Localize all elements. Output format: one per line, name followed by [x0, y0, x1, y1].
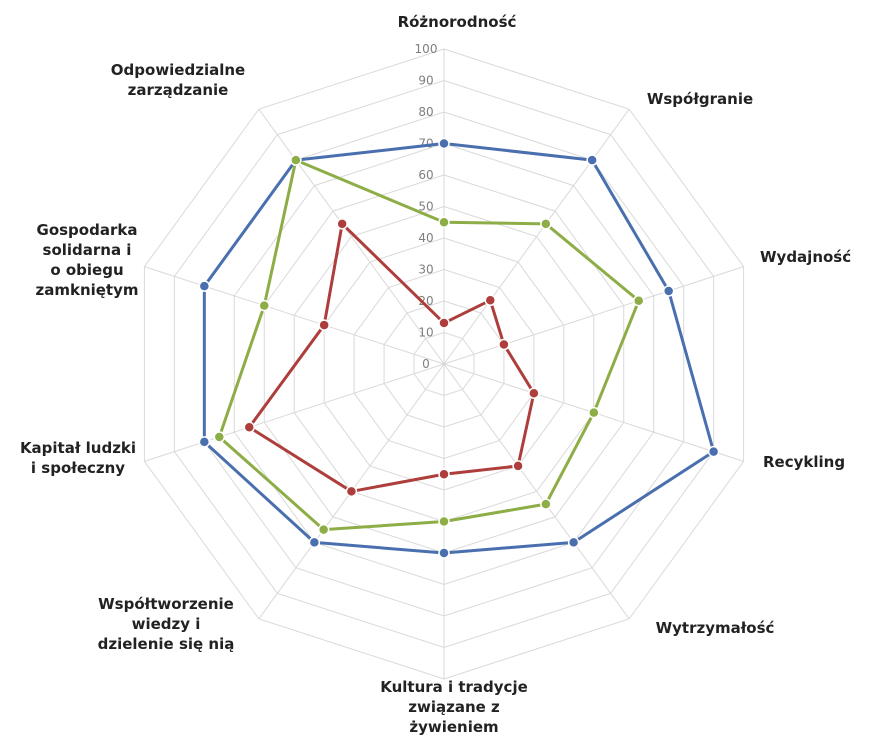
data-point	[345, 485, 358, 498]
category-label: Współtworzenie wiedzy i dzielenie się nią	[98, 595, 235, 653]
category-label: Recykling	[763, 453, 845, 471]
tick-label: 60	[418, 168, 433, 182]
category-label: Kapitał ludzki i społeczny	[20, 439, 136, 477]
category-label: Różnorodność	[398, 13, 517, 31]
tick-label: 80	[418, 105, 433, 119]
tick-label: 100	[415, 42, 438, 56]
tick-label: 50	[418, 200, 433, 214]
category-label: Wytrzymałość	[656, 619, 775, 637]
data-point	[540, 218, 552, 230]
series	[243, 218, 540, 498]
category-label: Wydajność	[760, 248, 851, 266]
data-point	[198, 280, 211, 292]
grid-spoke	[443, 108, 630, 365]
category-labels: Różnorodność Współgranie Wydajność Recyklin…	[20, 13, 851, 736]
data-point	[438, 216, 450, 228]
data-point	[290, 154, 302, 166]
data-point	[213, 431, 226, 443]
tick-label: 90	[418, 74, 433, 88]
grid-spoke	[443, 266, 744, 365]
data-point	[586, 154, 598, 166]
data-point	[317, 523, 330, 536]
data-point	[438, 317, 450, 329]
data-point	[318, 319, 330, 331]
series-line	[217, 158, 641, 532]
grid-spoke	[443, 363, 630, 620]
series-layer	[198, 137, 720, 559]
grid-spoke	[144, 363, 445, 462]
data-point	[438, 515, 450, 528]
data-point	[632, 294, 645, 307]
data-point	[707, 445, 720, 458]
data-point	[198, 436, 211, 448]
data-point	[588, 406, 600, 419]
data-point	[243, 421, 256, 434]
series-line	[247, 222, 536, 493]
data-point	[567, 536, 580, 549]
data-point	[336, 218, 348, 230]
series	[198, 137, 720, 559]
data-point	[512, 460, 524, 472]
grid-spoke	[144, 266, 445, 365]
category-label: Współgranie	[647, 90, 753, 108]
tick-label: 40	[418, 231, 433, 245]
data-point	[258, 299, 271, 312]
tick-label: 0	[422, 357, 430, 371]
data-point	[438, 137, 450, 150]
tick-label: 10	[418, 326, 433, 340]
series	[213, 154, 645, 536]
data-point	[308, 536, 321, 549]
category-label: Kultura i tradycje związane z żywieniem	[380, 678, 528, 736]
category-label: Odpowiedzialne zarządzanie	[111, 61, 245, 99]
data-point	[540, 498, 552, 510]
data-point	[438, 547, 450, 559]
tick-label: 30	[418, 263, 433, 277]
data-point	[528, 387, 540, 399]
tick-label: 20	[418, 294, 433, 308]
data-point	[662, 285, 675, 297]
data-point	[484, 294, 497, 307]
data-point	[438, 468, 450, 480]
data-point	[498, 338, 510, 351]
grid-spoke	[258, 108, 445, 365]
